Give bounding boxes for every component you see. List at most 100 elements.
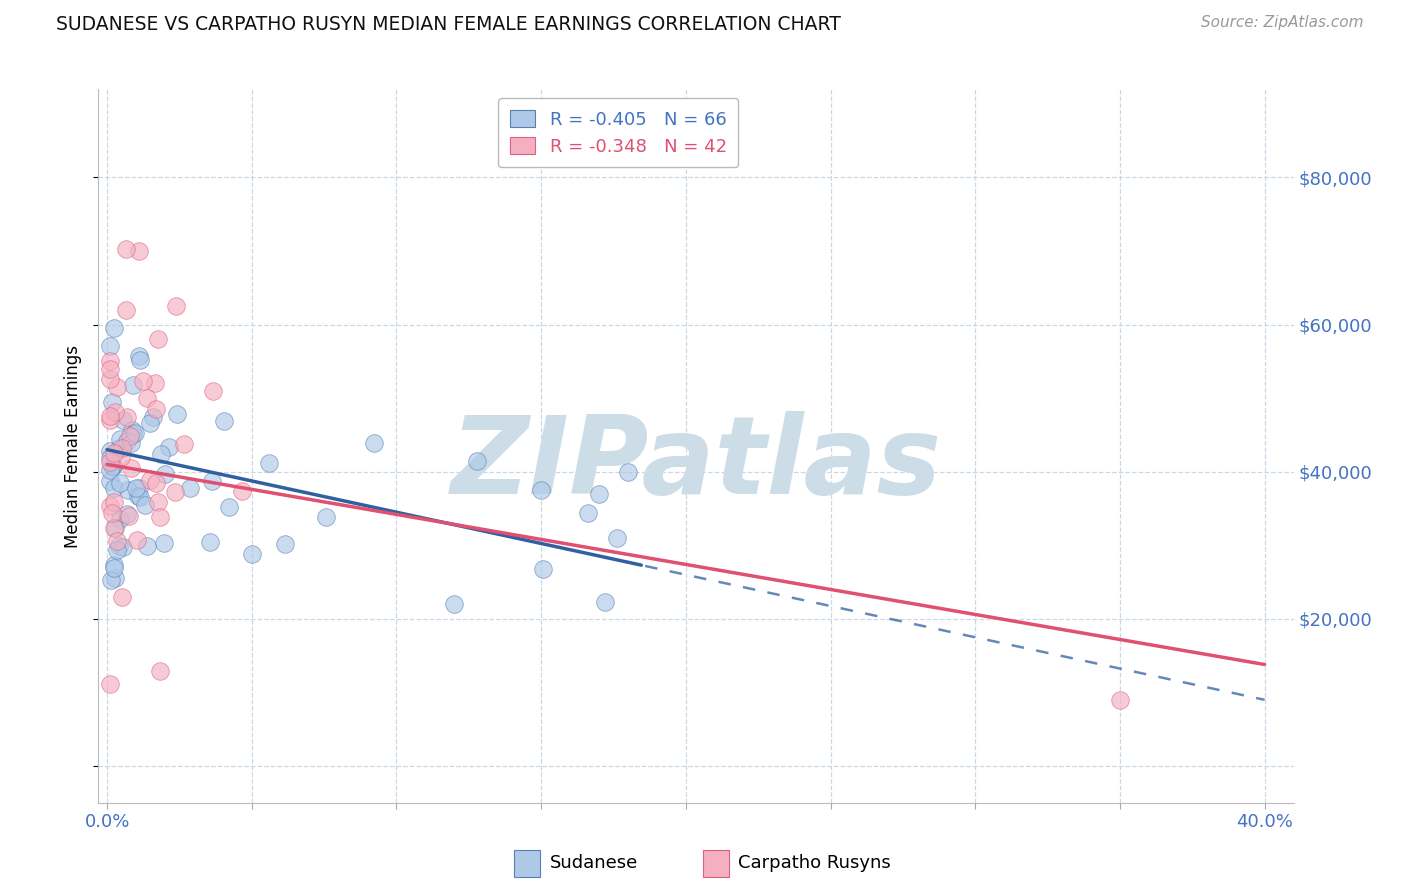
Point: [101, 459, 124, 474]
Point: [149, 447, 172, 461]
Text: SUDANESE VS CARPATHO RUSYN MEDIAN FEMALE EARNINGS CORRELATION CHART: SUDANESE VS CARPATHO RUSYN MEDIAN FEMALE…: [56, 15, 841, 34]
Point: [103, 321, 125, 335]
Point: [145, 476, 167, 491]
Point: [117, 483, 139, 498]
Point: [531, 562, 554, 576]
Point: [128, 481, 150, 495]
Point: [315, 510, 337, 524]
Point: [98, 354, 121, 368]
Point: [1109, 693, 1132, 707]
Point: [129, 352, 152, 367]
Point: [103, 495, 125, 509]
Point: [274, 537, 297, 551]
Point: [153, 536, 176, 550]
Point: [105, 379, 128, 393]
Point: [121, 423, 143, 437]
Text: Sudanese: Sudanese: [550, 855, 638, 872]
Point: [135, 392, 157, 406]
Point: [200, 535, 222, 549]
Point: [120, 460, 142, 475]
Point: [593, 595, 616, 609]
Point: [98, 455, 121, 469]
Point: [149, 664, 172, 678]
Point: [111, 441, 134, 455]
Point: [103, 561, 125, 575]
Point: [98, 371, 121, 385]
Point: [128, 349, 150, 363]
Point: [110, 450, 132, 465]
Point: [108, 441, 131, 455]
Point: [98, 362, 121, 376]
Text: Source: ZipAtlas.com: Source: ZipAtlas.com: [1201, 15, 1364, 30]
Point: [111, 541, 134, 555]
Point: [201, 384, 224, 398]
FancyBboxPatch shape: [703, 850, 728, 877]
Point: [108, 475, 131, 490]
Point: [166, 407, 188, 421]
Point: [100, 573, 122, 587]
Point: [128, 244, 150, 258]
Point: [115, 242, 138, 256]
Point: [98, 413, 121, 427]
Point: [103, 482, 125, 496]
Point: [240, 547, 263, 561]
Point: [107, 542, 129, 557]
Point: [112, 413, 135, 427]
Point: [465, 454, 488, 468]
Point: [530, 483, 553, 497]
Point: [257, 456, 280, 470]
Point: [443, 597, 465, 611]
Point: [98, 339, 121, 353]
Point: [103, 521, 125, 535]
Point: [117, 509, 139, 524]
Legend: R = -0.405   N = 66, R = -0.348   N = 42: R = -0.405 N = 66, R = -0.348 N = 42: [498, 98, 738, 168]
Point: [98, 474, 121, 488]
Point: [127, 489, 149, 503]
Point: [201, 475, 224, 489]
Point: [100, 506, 122, 520]
Point: [105, 533, 128, 548]
Point: [125, 481, 148, 495]
Point: [605, 531, 627, 545]
Point: [103, 558, 125, 573]
Point: [134, 499, 156, 513]
Point: [179, 481, 201, 495]
Point: [111, 590, 134, 604]
Point: [117, 434, 139, 448]
Point: [124, 425, 146, 440]
Point: [139, 416, 162, 430]
Point: [103, 446, 125, 460]
Point: [101, 459, 124, 474]
Point: [98, 450, 121, 465]
Y-axis label: Median Female Earnings: Median Female Earnings: [65, 344, 83, 548]
Point: [104, 571, 127, 585]
Point: [157, 440, 180, 454]
Text: Carpatho Rusyns: Carpatho Rusyns: [738, 855, 891, 872]
Point: [108, 512, 131, 526]
Point: [98, 462, 121, 476]
Point: [145, 401, 167, 416]
Point: [115, 409, 138, 424]
Point: [128, 490, 150, 504]
Point: [165, 299, 187, 313]
Point: [115, 302, 138, 317]
Point: [120, 429, 142, 443]
Point: [146, 494, 169, 508]
Point: [104, 520, 127, 534]
Point: [132, 374, 155, 388]
Point: [218, 500, 240, 514]
Point: [98, 444, 121, 458]
Point: [153, 467, 176, 482]
Point: [148, 509, 170, 524]
Point: [588, 487, 610, 501]
Point: [98, 409, 121, 423]
Text: ZIPatlas: ZIPatlas: [450, 411, 942, 516]
Point: [138, 474, 160, 488]
Point: [146, 332, 169, 346]
Point: [231, 484, 253, 499]
Point: [173, 437, 195, 451]
Point: [120, 436, 142, 450]
Point: [104, 405, 127, 419]
Point: [142, 409, 165, 424]
Point: [122, 427, 145, 442]
